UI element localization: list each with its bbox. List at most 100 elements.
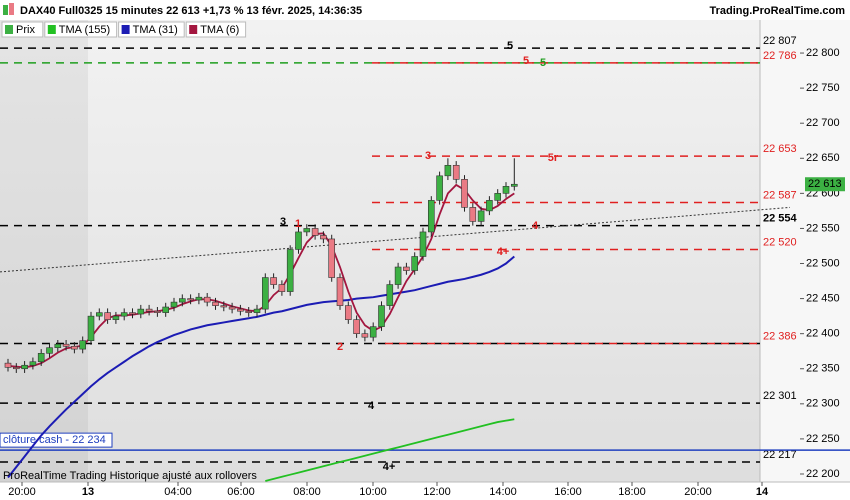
candle-body xyxy=(344,305,352,320)
legend-label: Prix xyxy=(16,24,35,36)
annotation: 5 xyxy=(507,40,513,52)
x-tick-label: 14:00 xyxy=(489,486,517,498)
level-label: 22 807 xyxy=(763,35,797,47)
candle-body xyxy=(46,347,53,354)
candle-body xyxy=(270,277,277,285)
x-tick-label: 04:00 xyxy=(164,486,192,498)
x-tick-label: 13 xyxy=(82,486,94,498)
candle-body xyxy=(237,308,244,312)
level-label: 22 587 xyxy=(763,189,797,201)
candle-body xyxy=(336,277,344,306)
candle-body xyxy=(510,183,518,187)
candle-body xyxy=(29,361,37,366)
candle-body xyxy=(436,175,443,201)
y-axis-area xyxy=(760,20,850,482)
candle-body xyxy=(444,164,452,177)
level-label: 22 786 xyxy=(763,50,797,62)
candle-body xyxy=(54,343,62,349)
candle-body xyxy=(469,207,477,222)
candle-body xyxy=(112,315,120,320)
legend-swatch xyxy=(121,25,130,34)
x-tick-label: 06:00 xyxy=(227,486,255,498)
candle-body xyxy=(411,256,419,271)
annotation: 5 xyxy=(523,55,529,67)
annotation: 3 xyxy=(280,216,286,228)
candle-body xyxy=(261,277,269,310)
candle-body xyxy=(427,200,435,233)
level-label: 22 554 xyxy=(763,213,798,225)
level-label: 22 520 xyxy=(763,236,797,248)
last-price-label: 22 613 xyxy=(808,178,842,190)
y-tick-label: 22 200 xyxy=(806,468,840,480)
candle-body xyxy=(96,312,103,317)
y-tick-label: 22 700 xyxy=(806,117,840,129)
candle-body xyxy=(295,231,302,250)
x-tick-label: 18:00 xyxy=(618,486,646,498)
candle-body xyxy=(4,362,12,368)
candle-body xyxy=(369,326,377,338)
annotation: 1 xyxy=(295,218,301,230)
level-label: 22 653 xyxy=(763,143,797,155)
candle-body xyxy=(154,310,161,313)
candle-body xyxy=(286,249,294,292)
annotation: 4+ xyxy=(383,461,396,473)
candle-body xyxy=(120,312,128,317)
y-tick-label: 22 800 xyxy=(806,47,840,59)
candle-body xyxy=(386,284,394,306)
candle-body xyxy=(452,164,460,180)
y-tick-label: 22 550 xyxy=(806,222,840,234)
legend-swatch xyxy=(189,25,198,34)
header-site: Trading.ProRealTime.com xyxy=(709,5,845,17)
y-tick-label: 22 650 xyxy=(806,152,840,164)
candle-body xyxy=(361,333,369,338)
legend-label: TMA (155) xyxy=(59,24,110,36)
y-tick-label: 22 300 xyxy=(806,398,840,410)
x-tick-label: 12:00 xyxy=(423,486,451,498)
candle-body xyxy=(203,296,211,303)
candle-body xyxy=(220,305,228,308)
x-tick-label: 20:00 xyxy=(684,486,712,498)
candle-body xyxy=(62,343,70,347)
y-tick-label: 22 350 xyxy=(806,363,840,375)
x-tick-label: 08:00 xyxy=(293,486,321,498)
candle-body xyxy=(187,298,194,301)
y-tick-label: 22 400 xyxy=(806,328,840,340)
candle-body xyxy=(37,353,45,363)
trendline xyxy=(0,206,791,273)
candle-body xyxy=(137,308,145,315)
candle-body xyxy=(502,186,510,194)
candle-body xyxy=(129,312,136,315)
candle-body xyxy=(245,310,252,313)
x-tick-label: 10:00 xyxy=(359,486,387,498)
candle-body xyxy=(320,235,327,240)
y-tick-label: 22 450 xyxy=(806,293,840,305)
candle-body xyxy=(145,308,153,312)
icon xyxy=(3,5,8,15)
candle-body xyxy=(162,306,169,313)
annotation: 4 xyxy=(532,220,539,232)
candle-body xyxy=(477,210,485,222)
annotation: 5 xyxy=(540,57,546,69)
legend-box xyxy=(118,21,185,38)
last-price-box xyxy=(805,177,845,192)
icon xyxy=(9,3,14,15)
level-label: 22 386 xyxy=(763,330,797,342)
annotation: 3 xyxy=(425,150,431,162)
candle-body xyxy=(13,367,20,370)
level-label: 22 217 xyxy=(763,449,797,461)
indicator-line xyxy=(265,418,515,482)
candle-body xyxy=(71,345,78,350)
header-title: DAX40 Full0325 15 minutes 22 613 +1,73 %… xyxy=(20,5,362,17)
session-shade xyxy=(0,20,88,482)
candle-body xyxy=(311,228,319,236)
x-tick-label: 14 xyxy=(756,486,769,498)
candle-body xyxy=(419,231,427,257)
annotation: 5r xyxy=(548,152,559,164)
legend-swatch xyxy=(5,25,13,34)
legend-label: TMA (31) xyxy=(133,24,178,36)
candle-body xyxy=(486,200,493,212)
candle-body xyxy=(303,228,311,233)
footer: ProRealTime Trading Historique ajusté au… xyxy=(3,470,257,482)
candle-body xyxy=(378,305,385,327)
